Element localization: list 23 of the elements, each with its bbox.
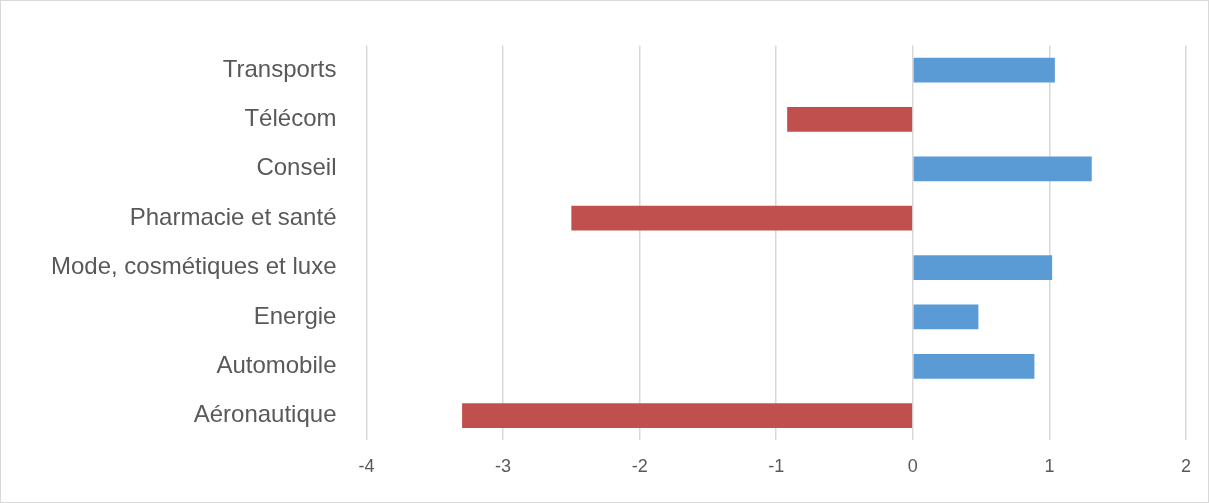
y-tick-label: Aéronautique — [193, 400, 337, 428]
x-tick-label: -2 — [631, 456, 648, 477]
y-tick-label: Conseil — [256, 153, 337, 181]
y-tick-label: Mode, cosmétiques et luxe — [51, 252, 337, 280]
bar — [913, 57, 1055, 83]
x-tick-label: -3 — [495, 456, 512, 477]
y-tick-label: Télécom — [244, 104, 337, 132]
y-tick-label: Energie — [253, 301, 337, 329]
bar — [913, 353, 1035, 379]
y-tick-label: Automobile — [216, 350, 337, 378]
y-tick-label: Transports — [222, 54, 337, 82]
bar — [913, 156, 1092, 182]
bar — [571, 205, 913, 231]
bar — [913, 255, 1053, 280]
bar — [787, 107, 913, 132]
x-tick-label: -4 — [358, 456, 375, 477]
x-tick-label: -1 — [768, 456, 785, 477]
bar — [913, 304, 979, 330]
x-tick-label: 2 — [1180, 456, 1192, 477]
x-tick-label: 1 — [1044, 456, 1055, 477]
y-tick-label: Pharmacie et santé — [129, 202, 337, 230]
x-tick-label: 0 — [907, 456, 918, 477]
bar — [462, 403, 913, 429]
